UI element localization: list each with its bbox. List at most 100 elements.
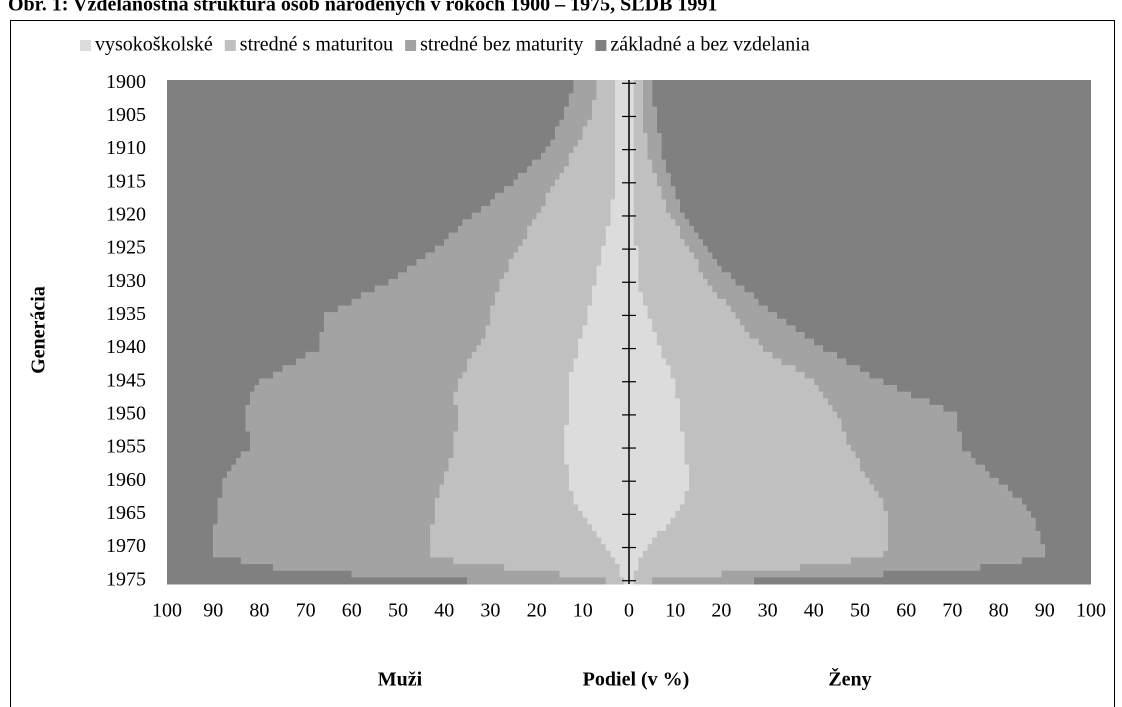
bar-segment — [629, 338, 657, 346]
bar-segment — [629, 86, 634, 94]
bar-segment — [564, 106, 593, 114]
bar-segment — [531, 219, 611, 227]
bar-segment — [679, 232, 699, 240]
bar-segment — [679, 411, 837, 419]
bar-segment — [167, 259, 417, 267]
bar-segment — [629, 385, 676, 393]
bar-segment — [629, 517, 671, 525]
bar-segment — [416, 259, 509, 267]
bar-segment — [167, 298, 352, 306]
bar-segment — [245, 411, 459, 419]
bar-segment — [772, 351, 837, 360]
bar-segment — [629, 199, 634, 207]
y-tick-label: 1940 — [106, 336, 146, 358]
bar-segment — [167, 504, 218, 512]
bar-segment — [629, 166, 634, 174]
x-tick-label: 60 — [342, 600, 362, 622]
bar-segment — [665, 358, 782, 366]
bar-segment — [374, 285, 500, 293]
bar-segment — [587, 312, 629, 320]
bar-segment — [629, 557, 639, 565]
bar-segment — [684, 451, 856, 459]
bar-segment — [559, 570, 620, 578]
chart-title: Obr. 1: Vzdelanostná štruktúra osôb naro… — [8, 0, 717, 16]
bar-segment — [629, 391, 676, 399]
bar-segment — [592, 285, 629, 293]
bar-segment — [458, 404, 569, 413]
bar-segment — [615, 99, 629, 108]
bar-segment — [735, 278, 1091, 287]
bar-segment — [296, 358, 468, 366]
bar-segment — [615, 152, 629, 161]
bar-segment — [633, 80, 643, 88]
bar-segment — [508, 259, 602, 267]
bar-segment — [883, 504, 1027, 512]
bar-segment — [250, 431, 454, 439]
bar-segment — [642, 292, 717, 300]
bar-segment — [850, 557, 1022, 565]
bar-segment — [596, 80, 616, 88]
x-tick-label: 30 — [758, 600, 778, 622]
y-tick-label: 1960 — [106, 469, 146, 491]
bar-segment — [167, 365, 283, 373]
bar-segment — [629, 404, 680, 413]
bar-segment — [629, 464, 690, 472]
bar-segment — [629, 332, 657, 340]
bar-segment — [652, 86, 1091, 94]
bar-segment — [536, 212, 611, 220]
bar-segment — [430, 530, 597, 539]
bar-segment — [633, 126, 643, 134]
bar-segment — [647, 544, 888, 552]
y-tick-label: 1930 — [106, 270, 146, 292]
bar-segment — [633, 86, 643, 94]
bar-segment — [633, 186, 662, 194]
bar-segment — [970, 451, 1091, 459]
bar-segment — [167, 99, 569, 108]
bar-segment — [587, 517, 629, 525]
bar-segment — [647, 146, 662, 154]
bar-segment — [661, 192, 676, 200]
bar-segment — [434, 504, 579, 512]
bar-segment — [282, 365, 468, 373]
bar-segment — [434, 497, 574, 505]
bar-segment — [675, 385, 819, 393]
bar-segment — [980, 564, 1091, 572]
bar-segment — [878, 491, 1013, 499]
bar-segment — [730, 272, 1091, 280]
bar-segment — [596, 93, 616, 101]
bar-segment — [633, 570, 722, 578]
bar-segment — [467, 365, 574, 373]
y-tick-label: 1950 — [106, 402, 146, 424]
bar-segment — [615, 186, 629, 194]
x-tick-label: 100 — [152, 600, 182, 622]
bar-segment — [629, 259, 639, 267]
bar-segment — [721, 570, 884, 578]
bar-segment — [167, 497, 218, 505]
bar-segment — [642, 113, 657, 121]
bar-segment — [471, 351, 579, 360]
bar-segment — [167, 265, 408, 273]
bar-segment — [167, 325, 325, 333]
bar-segment — [629, 550, 643, 558]
bar-segment — [167, 537, 214, 545]
bar-segment — [629, 186, 634, 194]
bar-segment — [698, 259, 717, 267]
bar-segment — [578, 504, 629, 512]
bar-segment — [749, 332, 805, 340]
bar-segment — [245, 424, 459, 432]
bar-segment — [250, 398, 454, 406]
bar-segment — [642, 86, 653, 94]
bar-segment — [167, 550, 214, 558]
bar-segment — [167, 278, 389, 287]
bar-segment — [568, 159, 616, 167]
bar-segment — [633, 113, 643, 121]
bar-segment — [167, 80, 574, 88]
bar-segment — [652, 537, 888, 545]
bar-segment — [250, 391, 454, 399]
x-tick-label: 10 — [573, 600, 593, 622]
bar-segment — [504, 272, 597, 280]
bar-segment — [684, 239, 703, 247]
bar-segment — [629, 365, 671, 373]
bar-segment — [555, 179, 616, 187]
bar-segment — [476, 345, 579, 353]
